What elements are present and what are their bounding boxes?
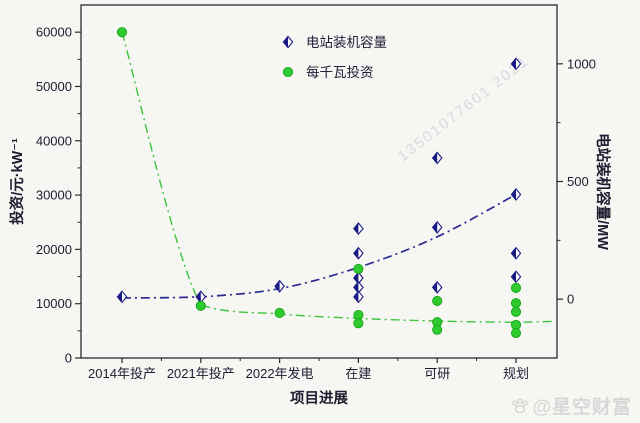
capacity-point [431,220,443,234]
half-diamond-fill [353,291,359,303]
x-axis-category-label: 2014年投产 [88,366,156,381]
left-axis-tick-label: 40000 [36,133,72,148]
capacity-point [510,270,522,284]
half-diamond-fill [275,280,280,292]
half-diamond-fill [283,36,288,48]
half-diamond-fill [511,247,516,259]
legend-item: 电站装机容量 [282,34,387,50]
investment-point [353,263,364,274]
x-axis-category-label: 2022年发电 [246,366,314,381]
investment-point [510,282,522,293]
half-diamond-fill [511,271,516,283]
half-diamond-fill [432,281,438,293]
capacity-point [282,35,294,49]
investment-point [432,295,443,307]
right-axis-title: 电站装机容量/MW [594,133,612,250]
half-diamond-fill [511,188,516,201]
left-axis-tick-label: 50000 [36,79,72,94]
left-axis-tick-label: 10000 [36,296,72,311]
legend-item: 每千瓦投资 [282,65,374,80]
left-axis-tick-label: 20000 [36,242,72,257]
half-diamond-fill [196,291,201,303]
capacity-point [431,151,443,165]
capacity-trend-line [121,193,517,299]
right-axis-tick-label: 1000 [567,56,596,71]
investment-point [195,300,206,311]
left-axis-tick-label: 0 [65,351,72,366]
investment-point [353,318,364,329]
left-axis-title: 投资/元·kW⁻¹ [8,138,26,225]
half-diamond-fill [353,281,359,293]
investment-point [510,298,522,309]
legend-label: 每千瓦投资 [306,65,374,80]
plot-frame [80,4,558,359]
investment-point [116,27,128,38]
investment-series [116,27,522,339]
investment-point [510,306,522,317]
capacity-point [353,222,364,236]
half-diamond-fill [353,272,359,284]
investment-point [432,324,443,335]
legend-label: 电站装机容量 [306,34,387,50]
x-axis-title: 项目进展 [290,390,348,407]
half-diamond-fill [432,152,438,164]
capacity-point [431,280,443,294]
x-axis-category-label: 2021年投产 [167,366,235,381]
capacity-point [195,290,207,304]
capacity-point [510,57,522,71]
capacity-point [510,246,522,260]
half-diamond-fill [353,247,359,259]
x-axis-category-label: 可研 [424,366,450,381]
investment-point [274,307,285,318]
investment-trend-line [121,31,554,323]
half-diamond-fill [511,58,516,70]
half-diamond-fill [353,222,359,235]
capacity-point [116,290,128,304]
left-axis-tick-label: 30000 [36,188,72,203]
left-axis-tick-label: 60000 [36,25,72,40]
capacity-series [116,57,522,304]
right-axis-tick-label: 0 [567,292,574,307]
capacity-point [353,246,364,260]
capacity-point [510,187,522,201]
x-axis-category-label: 在建 [345,366,371,381]
right-axis-tick-label: 500 [567,174,589,189]
investment-point [510,327,522,339]
half-diamond-fill [432,221,438,233]
half-diamond-fill [117,291,122,303]
capacity-point [353,290,364,304]
capacity-point [274,279,285,293]
x-axis-category-label: 规划 [503,366,529,381]
investment-point [282,66,294,78]
